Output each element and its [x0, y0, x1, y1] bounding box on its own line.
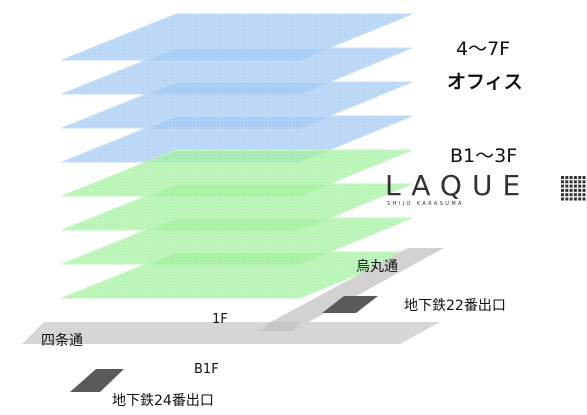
- upper-floors-label: 4～7F: [456, 38, 511, 60]
- brand-dot: [578, 193, 582, 197]
- brand-dot: [565, 197, 569, 201]
- subway-exit-24-label: 地下鉄24番出口: [112, 393, 214, 409]
- brand-dot: [573, 184, 577, 188]
- brand-dot: [569, 180, 573, 184]
- brand-dot: [565, 180, 569, 184]
- brand-dot: [569, 193, 573, 197]
- brand-dot: [578, 184, 582, 188]
- brand-dot: [582, 184, 586, 188]
- subway-exit-22-label: 地下鉄22番出口: [404, 298, 506, 314]
- brand-dot: [573, 176, 577, 179]
- brand-dot: [561, 176, 564, 179]
- brand-dot: [578, 176, 582, 179]
- subway-exit-24: [70, 369, 124, 392]
- brand-dot: [582, 180, 586, 184]
- brand-dot: [561, 180, 564, 184]
- street-shijo: [22, 322, 440, 344]
- brand-dot-grid-icon: [561, 176, 586, 201]
- brand-wordmark: LAQUE: [385, 169, 531, 202]
- brand-dot: [569, 197, 573, 201]
- brand-dot: [582, 193, 586, 197]
- brand-dot: [578, 180, 582, 184]
- floor-plane-texture: [62, 252, 412, 298]
- lower-floors-label: B1～3F: [450, 145, 518, 167]
- brand-dot: [569, 184, 573, 188]
- brand-dot: [565, 188, 569, 192]
- brand-dot: [578, 188, 582, 192]
- brand-dot: [573, 197, 577, 201]
- brand-dot: [573, 180, 577, 184]
- laque-logo: LAQUE SHIJO KARASUMA: [385, 169, 586, 207]
- brand-tagline: SHIJO KARASUMA: [387, 201, 464, 207]
- floor-layer-stack: [61, 13, 413, 299]
- brand-dot: [582, 176, 586, 179]
- brand-dot: [565, 184, 569, 188]
- brand-dot: [561, 184, 564, 188]
- subway-exit-22: [322, 296, 378, 313]
- brand-dot: [578, 197, 582, 201]
- brand-dot: [565, 193, 569, 197]
- brand-dot: [561, 188, 564, 192]
- shijo-street-label: 四条通: [41, 333, 83, 349]
- brand-dot: [569, 176, 573, 179]
- brand-dot: [573, 193, 577, 197]
- floor-1f-label: 1F: [212, 312, 228, 327]
- brand-dot: [582, 188, 586, 192]
- brand-dot: [565, 176, 569, 179]
- office-label: オフィス: [447, 71, 523, 93]
- brand-dot: [569, 188, 573, 192]
- brand-dot: [573, 188, 577, 192]
- brand-dot: [561, 197, 564, 201]
- brand-dot: [561, 193, 564, 197]
- street-karasuma: [254, 248, 444, 331]
- street-karasuma-front: [262, 322, 300, 331]
- karasuma-street-label: 烏丸通: [356, 259, 398, 275]
- floor-b1f-label: B1F: [194, 362, 219, 377]
- brand-dot: [582, 197, 586, 201]
